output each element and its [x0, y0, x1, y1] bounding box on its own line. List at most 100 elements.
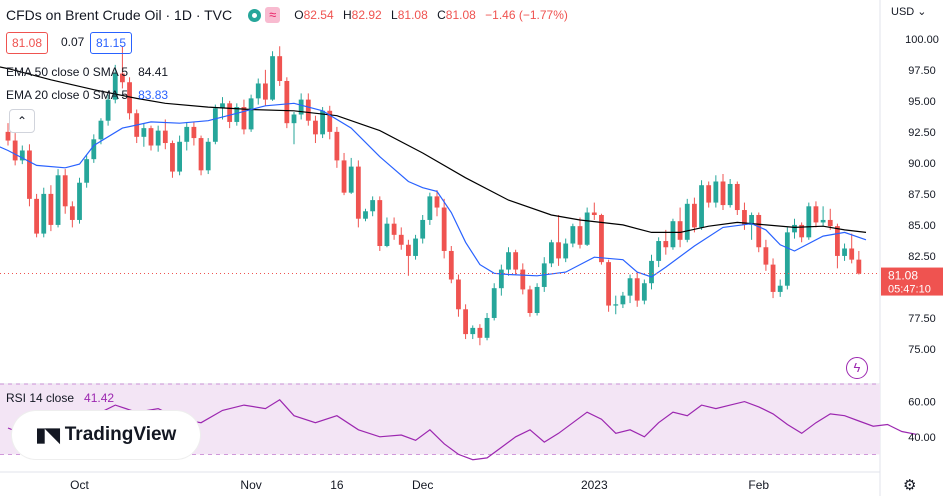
rsi-label: RSI 14 close [6, 391, 75, 405]
candle [770, 258, 776, 299]
rsi-legend[interactable]: RSI 14 close 41.42 [6, 391, 114, 405]
candle [12, 133, 18, 166]
symbol-title[interactable]: CFDs on Brent Crude Oil · 1D · TVC [6, 7, 233, 23]
candle-body [384, 223, 390, 247]
candle-body [327, 110, 333, 132]
rsi-line [7, 399, 917, 461]
price-axis[interactable]: 100.00 97.50 95.00 92.50 90.00 87.50 85.00 82.5… [905, 34, 939, 356]
ema20-value: 83.83 [138, 88, 169, 102]
time-axis[interactable]: Oct Nov 16 Dec 2023 Feb [70, 478, 769, 492]
candle-body [391, 223, 397, 235]
candle-body [112, 73, 118, 100]
candle [763, 239, 769, 271]
candle [141, 123, 147, 147]
wave-icon[interactable]: ≈ [265, 7, 281, 23]
candle [606, 259, 611, 312]
candle [849, 233, 855, 264]
buy-price[interactable]: 81.15 [90, 32, 133, 54]
candle [27, 144, 32, 207]
candle-body [248, 98, 254, 130]
candle-body [34, 198, 39, 234]
candle [692, 197, 697, 233]
ema50-path [0, 66, 867, 233]
candle [234, 103, 240, 126]
candle-body [227, 103, 233, 122]
candle-body [470, 327, 476, 335]
candle [127, 77, 132, 120]
candle [413, 234, 418, 260]
candle-body [777, 285, 783, 292]
currency-selector[interactable]: USD ⌄ [891, 6, 927, 18]
candle [620, 291, 626, 309]
time-tick-label: Dec [412, 478, 433, 492]
candle-body [763, 247, 769, 265]
candle-body [656, 241, 662, 261]
candle-body [663, 241, 669, 248]
candle [520, 263, 526, 295]
candle-body [577, 226, 583, 245]
sell-price[interactable]: 81.08 [6, 32, 49, 54]
gear-icon[interactable]: ⚙ [903, 477, 917, 494]
rsi-axis[interactable]: 60.00 40.00 [908, 397, 936, 444]
candle [298, 93, 304, 120]
candle-body [727, 183, 733, 206]
market-status-icon [248, 8, 262, 22]
candle [856, 250, 862, 275]
candle-body [749, 214, 754, 225]
candle [656, 237, 662, 268]
candle-body [713, 181, 719, 203]
candle-body [441, 207, 447, 251]
candle-body [55, 175, 61, 225]
candle [835, 223, 840, 269]
last-price-value: 81.08 [888, 269, 918, 283]
candle-body [162, 130, 168, 144]
candle [263, 69, 268, 106]
candle [684, 198, 690, 243]
candle [599, 213, 604, 265]
candle-body [641, 283, 647, 301]
candle [41, 187, 47, 238]
low-value: 81.08 [397, 8, 428, 22]
ema50-legend[interactable]: EMA 50 close 0 SMA 5 84.41 [6, 65, 168, 79]
candle [205, 138, 211, 175]
candle [477, 324, 483, 346]
lightning-icon[interactable]: ϟ [846, 357, 868, 379]
candle-body [720, 181, 726, 206]
candle [641, 279, 647, 305]
candle-body [827, 219, 833, 227]
ema20-legend[interactable]: EMA 20 close 0 SMA 5 83.83 [6, 88, 168, 102]
price-tick-label: 77.50 [908, 313, 936, 325]
close-value: 81.08 [445, 8, 476, 22]
price-tick-label: 85.00 [908, 220, 936, 232]
open-value: 82.54 [303, 8, 334, 22]
candle [613, 295, 619, 315]
candle-body [91, 139, 97, 160]
countdown-value: 05:47:10 [888, 284, 931, 296]
candle-body [355, 166, 361, 219]
candle [577, 217, 583, 249]
candle-body [220, 103, 225, 109]
rsi-tick-label: 60.00 [908, 397, 936, 409]
candle-body [534, 286, 540, 314]
candle [148, 125, 154, 151]
candle [591, 202, 597, 220]
candle [448, 246, 454, 284]
candle [398, 227, 404, 250]
candle-body [320, 110, 325, 135]
candle-body [842, 248, 847, 256]
tradingview-logo[interactable]: ▮◥ TradingView [12, 411, 200, 459]
chevron-up-icon[interactable]: ⌃ [9, 109, 35, 133]
candle-body [406, 244, 411, 256]
candle-body [255, 83, 261, 99]
ema50-value: 84.41 [138, 65, 169, 79]
candle-body [12, 140, 18, 161]
candle [291, 112, 297, 145]
candle [756, 212, 762, 253]
candle [248, 94, 254, 132]
candle [327, 105, 333, 140]
candle-body [456, 279, 461, 310]
candle [105, 94, 111, 126]
candle [827, 208, 833, 230]
candle [177, 135, 182, 176]
